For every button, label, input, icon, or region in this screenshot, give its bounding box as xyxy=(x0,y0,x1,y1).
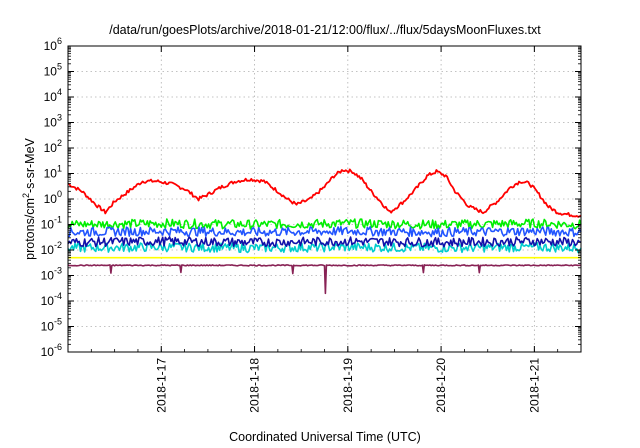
series-line-1 xyxy=(67,218,582,230)
x-axis: 2018-1-17 2018-1-18 2018-1-19 2018-1-20 2018… xyxy=(67,46,582,413)
y-tick-label: 106 xyxy=(44,36,62,53)
y-axis-label: protons/cm2-s-sr-MeV xyxy=(21,137,37,259)
x-tick-label: 2018-1-21 xyxy=(527,358,541,413)
y-tick-label: 100 xyxy=(44,189,62,206)
y-tick-label: 105 xyxy=(44,62,62,79)
y-tick-label: 102 xyxy=(44,138,62,155)
y-tick-label: 10-2 xyxy=(41,240,62,257)
series-line-4 xyxy=(67,236,582,248)
y-tick-label: 10-3 xyxy=(41,266,62,283)
series-line-0 xyxy=(67,168,582,218)
grid-lines xyxy=(68,46,581,352)
y-tick-label: 101 xyxy=(44,164,62,181)
chart-title: /data/run/goesPlots/archive/2018-01-21/1… xyxy=(109,23,541,37)
y-tick-label: 10-4 xyxy=(41,291,62,308)
series-layer xyxy=(67,168,582,295)
y-tick-label: 103 xyxy=(44,113,62,130)
x-tick-label: 2018-1-18 xyxy=(248,358,262,413)
y-tick-label: 104 xyxy=(44,87,62,104)
series-line-6 xyxy=(67,264,582,295)
y-tick-label: 10-6 xyxy=(41,342,62,359)
y-axis: 10-6 10-5 10-4 10-3 10-2 10-1 100 101 102 103 104 1… xyxy=(41,36,581,359)
x-tick-label: 2018-1-20 xyxy=(434,358,448,413)
x-tick-label: 2018-1-17 xyxy=(154,358,168,413)
x-axis-label: Coordinated Universal Time (UTC) xyxy=(229,430,421,444)
series-line-3 xyxy=(68,225,582,238)
y-tick-label: 10-5 xyxy=(41,317,62,334)
x-tick-label: 2018-1-19 xyxy=(341,358,355,413)
y-tick-label: 10-1 xyxy=(41,215,62,232)
